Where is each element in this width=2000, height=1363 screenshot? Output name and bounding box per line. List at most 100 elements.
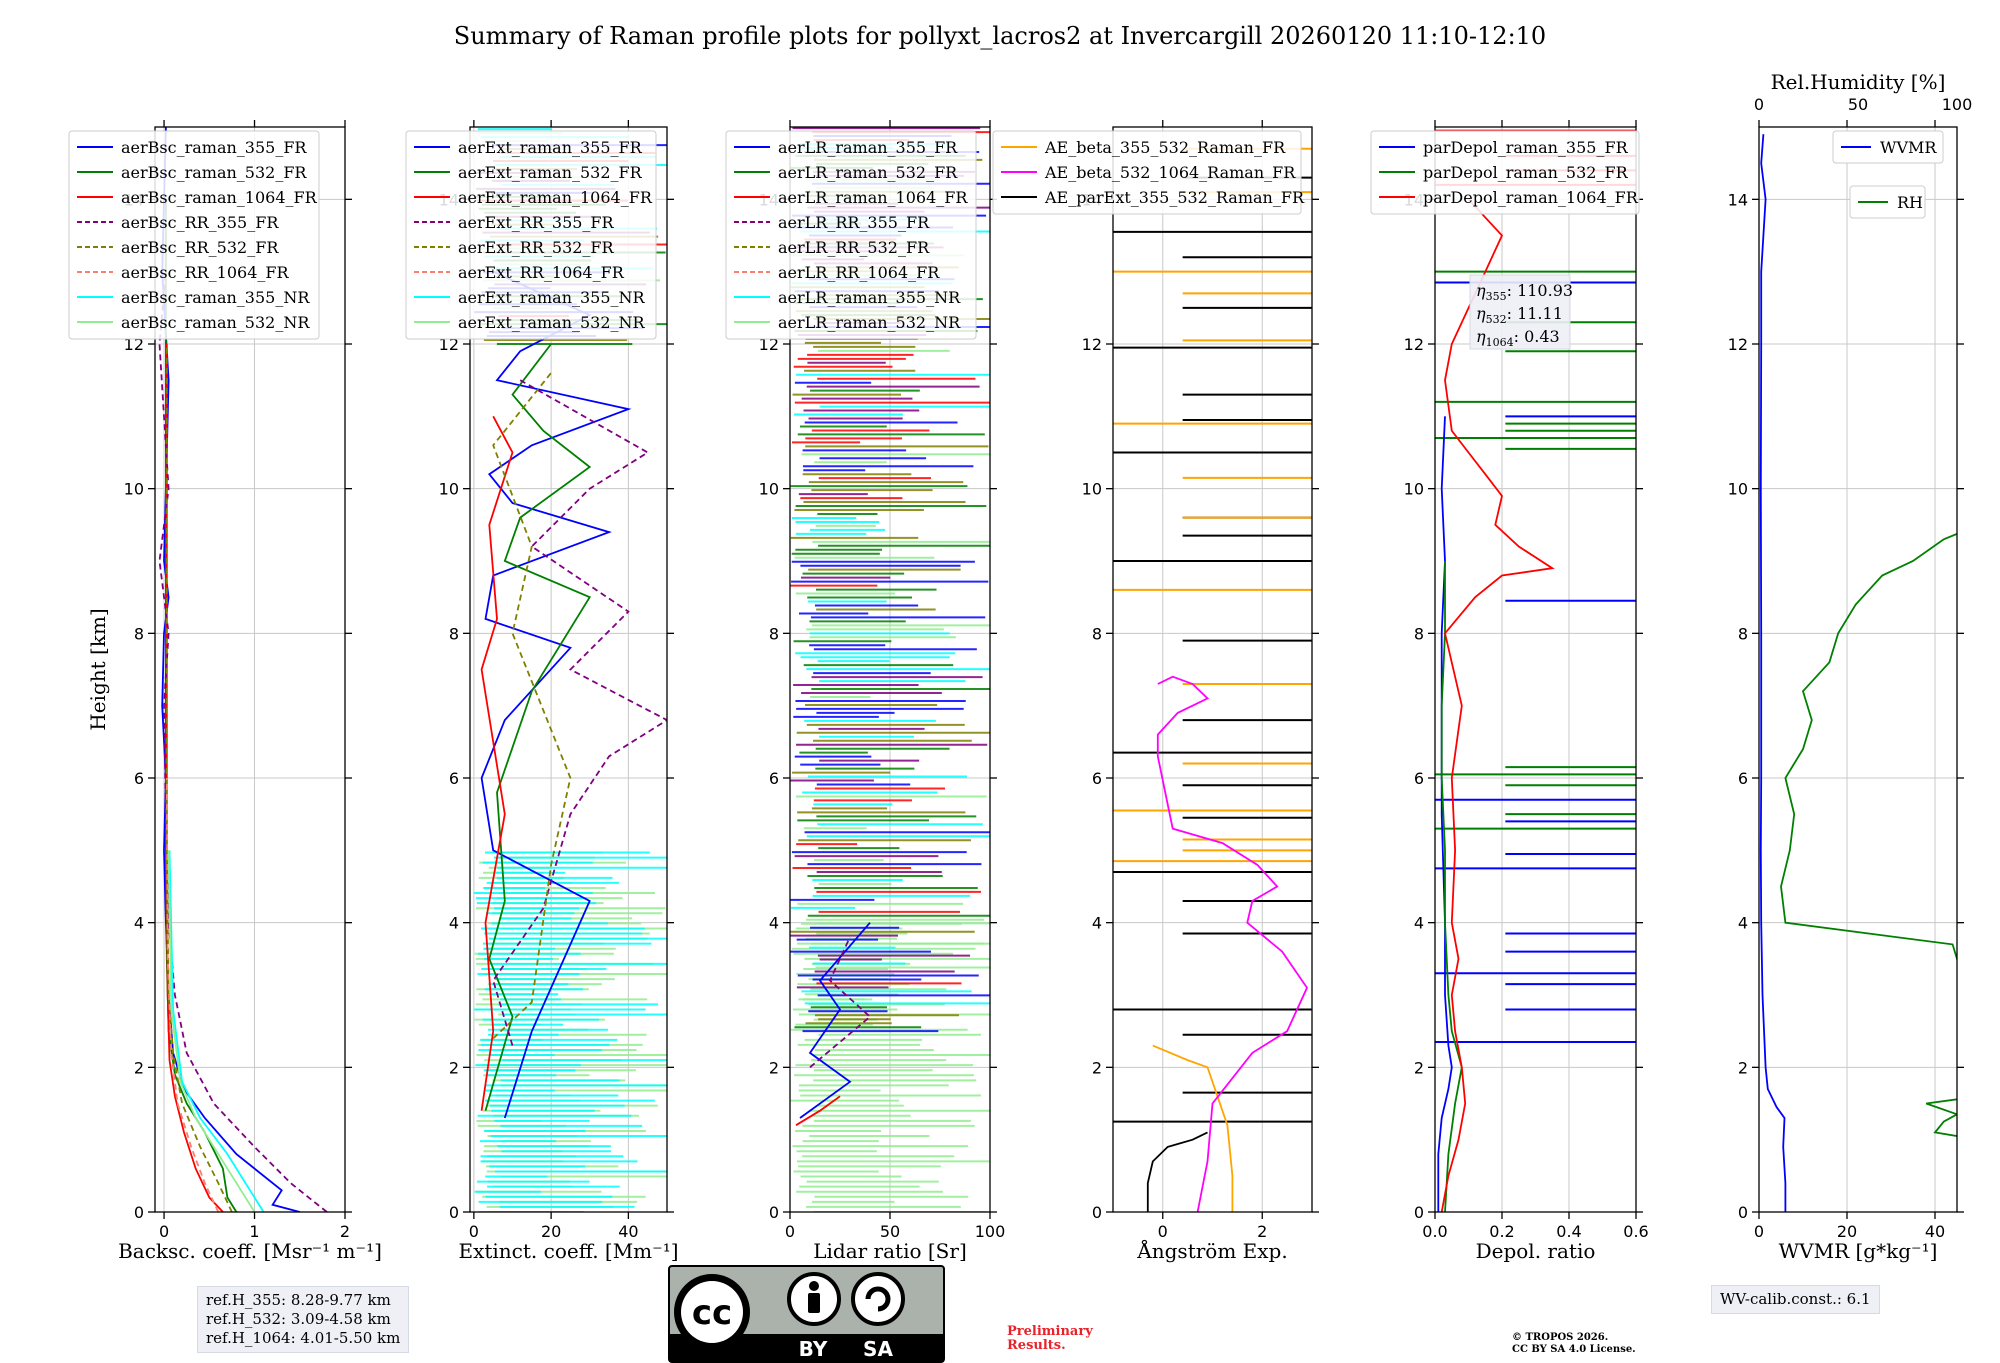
legend-label-aerBsc_raman_532_NR: aerBsc_raman_532_NR xyxy=(121,313,310,332)
cc-license-badge: cc BY SA xyxy=(668,1265,945,1363)
copyright-line-2: CC BY SA 4.0 License. xyxy=(1512,1344,1636,1355)
wv-calib-text: WV-calib.const.: 6.1 xyxy=(1720,1290,1871,1308)
x-axis-label: WVMR [g*kg⁻¹] xyxy=(1779,1239,1938,1263)
y-tick-label: 8 xyxy=(769,624,779,643)
axes-frame xyxy=(1112,126,1313,1213)
y-tick-label: 0 xyxy=(1092,1203,1102,1222)
series-aerBsc_RR_532_FR xyxy=(165,344,233,1212)
panel-angstrom: 0202468101214Ångström Exp.AE_beta_355_53… xyxy=(992,120,1319,1263)
plot-area-water_vapor xyxy=(1759,134,1957,1212)
series-aerBsc_raman_355_NR xyxy=(168,850,265,1212)
x-tick-label: 20 xyxy=(1837,1222,1857,1241)
legend-label-WVMR: WVMR xyxy=(1880,138,1937,157)
plot-area-backscatter xyxy=(158,127,328,1212)
preliminary-line-2: Results. xyxy=(1007,1338,1066,1353)
legend-label-parDepol_raman_1064_FR: parDepol_raman_1064_FR xyxy=(1423,188,1639,207)
legend-label-aerExt_RR_355_FR: aerExt_RR_355_FR xyxy=(458,213,615,232)
wv-calib-box: WV-calib.const.: 6.1 xyxy=(1711,1285,1880,1314)
x-axis-label: Extinct. coeff. [Mm⁻¹] xyxy=(458,1239,678,1263)
x-tick-label: 0 xyxy=(1158,1222,1168,1241)
legend-label-aerBsc_raman_355_NR: aerBsc_raman_355_NR xyxy=(121,288,310,307)
legend-box xyxy=(1370,130,1640,215)
x-axis-label: Backsc. coeff. [Msr⁻¹ m⁻¹] xyxy=(118,1239,382,1263)
axes-frame xyxy=(1434,126,1637,1213)
legend-label-aerBsc_raman_355_FR: aerBsc_raman_355_FR xyxy=(121,138,307,157)
sa-arrow-icon xyxy=(865,1286,891,1312)
legend-box xyxy=(68,130,320,340)
series-WVMR xyxy=(1759,134,1787,1212)
legend-label-aerExt_raman_355_NR: aerExt_raman_355_NR xyxy=(458,288,646,307)
legend-label-aerBsc_RR_532_FR: aerBsc_RR_532_FR xyxy=(121,238,279,257)
x-axis-label: Lidar ratio [Sr] xyxy=(813,1239,967,1263)
series-aerLR_RR_355_FR xyxy=(809,936,872,1068)
series-aerExt_RR_532_FR xyxy=(492,372,572,1040)
y-tick-label: 2 xyxy=(1414,1058,1424,1077)
y-tick-label: 8 xyxy=(1414,624,1424,643)
series-aerBsc_RR_355_FR xyxy=(158,271,328,1212)
plot-area-angstrom xyxy=(1113,147,1312,1212)
legend-label-AE_beta_355_532_Raman_FR: AE_beta_355_532_Raman_FR xyxy=(1044,138,1286,157)
series-AE_beta_532_1064_Raman_FR xyxy=(1156,675,1309,1212)
figure-title: Summary of Raman profile plots for polly… xyxy=(453,22,1547,50)
legend-label-aerLR_raman_1064_FR: aerLR_raman_1064_FR xyxy=(778,188,968,207)
y-tick-label: 10 xyxy=(1082,480,1102,499)
y-tick-label: 4 xyxy=(449,914,459,933)
series-aerBsc_raman_532_FR xyxy=(164,199,238,1212)
x-tick-label: 20 xyxy=(541,1222,561,1241)
legend-label-aerExt_raman_532_FR: aerExt_raman_532_FR xyxy=(458,163,643,182)
panel-lidar_ratio: 05010002468101214Lidar ratio [Sr]aerLR_r… xyxy=(725,120,1006,1263)
x-tick-label: 0 xyxy=(785,1222,795,1241)
y-tick-label: 6 xyxy=(1738,769,1748,788)
y-tick-label: 12 xyxy=(1728,335,1748,354)
x-tick-label: 0 xyxy=(1754,1222,1764,1241)
x-tick-label: 100 xyxy=(975,1222,1006,1241)
y-tick-label: 10 xyxy=(759,480,779,499)
copyright-note: © TROPOS 2026. CC BY SA 4.0 License. xyxy=(1512,1332,1636,1356)
eta-annotation-532: η532: 11.11 xyxy=(1476,304,1563,326)
series-aerLR_raman_1064_FR xyxy=(795,1095,841,1126)
x-tick-label: 50 xyxy=(880,1222,900,1241)
x-tick-label: 0.2 xyxy=(1489,1222,1514,1241)
x-tick-label: 0 xyxy=(469,1222,479,1241)
axes-frame xyxy=(1758,126,1958,1213)
legend-label-AE_parExt_355_532_Raman_FR: AE_parExt_355_532_Raman_FR xyxy=(1044,188,1305,207)
legend-label-aerLR_raman_355_NR: aerLR_raman_355_NR xyxy=(778,288,961,307)
y-tick-label: 14 xyxy=(1728,190,1748,209)
y-axis-label: Height [km] xyxy=(86,608,110,730)
plot-area-depolarization xyxy=(1435,129,1636,1212)
legend-box xyxy=(405,130,657,340)
x-tick-label: 0 xyxy=(159,1222,169,1241)
y-tick-label: 0 xyxy=(1414,1203,1424,1222)
y-tick-label: 0 xyxy=(1738,1203,1748,1222)
legend-label-aerLR_raman_355_FR: aerLR_raman_355_FR xyxy=(778,138,958,157)
y-tick-label: 4 xyxy=(134,914,144,933)
axes-frame xyxy=(469,126,668,1213)
y-tick-label: 2 xyxy=(1092,1058,1102,1077)
legend-box xyxy=(992,130,1302,215)
series-parDepol_raman_532_FR xyxy=(1440,561,1463,1212)
y-tick-label: 4 xyxy=(769,914,779,933)
cc-circle-inner xyxy=(681,1281,743,1343)
legend-label-aerLR_raman_532_FR: aerLR_raman_532_FR xyxy=(778,163,958,182)
series-parDepol_raman_355_FR xyxy=(1437,416,1453,1212)
preliminary-line-1: Preliminary xyxy=(1007,1324,1093,1339)
legend-label-aerExt_RR_1064_FR: aerExt_RR_1064_FR xyxy=(458,263,625,282)
legend-label-aerLR_raman_532_NR: aerLR_raman_532_NR xyxy=(778,313,961,332)
y-tick-label: 8 xyxy=(1092,624,1102,643)
reference-heights-box: ref.H_355: 8.28-9.77 km ref.H_532: 3.09-… xyxy=(197,1286,410,1353)
series-AE_parExt_355_532_Raman_FR xyxy=(1146,1131,1208,1212)
y-tick-label: 4 xyxy=(1092,914,1102,933)
x-axis-label: Ångström Exp. xyxy=(1136,1238,1287,1263)
legend-label-parDepol_raman_355_FR: parDepol_raman_355_FR xyxy=(1423,138,1629,157)
x-tick-label: 2 xyxy=(340,1222,350,1241)
y-tick-label: 2 xyxy=(769,1058,779,1077)
panel-water_vapor: 0 20 40 0 2 4 6 8 10 12 14 WVMR [g*kg⁻¹] 0 50 100Rel.H… xyxy=(1728,70,1973,1263)
x-tick-label: 0.6 xyxy=(1623,1222,1648,1241)
y-tick-label: 12 xyxy=(439,335,459,354)
series-AE_beta_355_532_Raman_FR xyxy=(1152,1044,1234,1212)
legend-box xyxy=(725,130,977,340)
y-tick-label: 10 xyxy=(1728,480,1748,499)
legend-label-aerBsc_raman_1064_FR: aerBsc_raman_1064_FR xyxy=(121,188,318,207)
sa-share-icon xyxy=(851,1272,905,1326)
